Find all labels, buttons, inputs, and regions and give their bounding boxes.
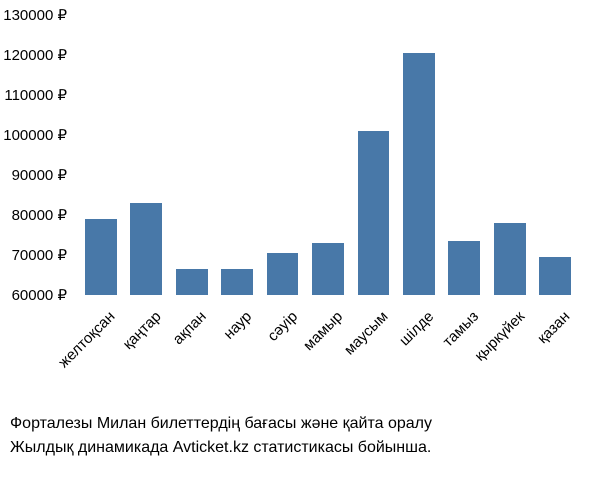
x-axis-label: қаңтар xyxy=(119,308,164,353)
chart-caption: Форталезы Милан билеттердің бағасы және … xyxy=(10,412,590,460)
plot-area xyxy=(78,15,578,295)
bar xyxy=(448,241,480,295)
y-axis-label: 120000 ₽ xyxy=(3,46,67,64)
bar xyxy=(358,131,390,295)
x-axis-label: мамыр xyxy=(300,308,346,354)
bar xyxy=(221,269,253,295)
x-axis-label: сәуір xyxy=(264,308,301,345)
caption-line-1: Форталезы Милан билеттердің бағасы және … xyxy=(10,412,590,436)
bar xyxy=(494,223,526,295)
caption-line-2: Жылдық динамикада Avticket.kz статистика… xyxy=(10,436,590,460)
bar xyxy=(312,243,344,295)
y-axis: 60000 ₽70000 ₽80000 ₽90000 ₽100000 ₽1100… xyxy=(0,15,75,295)
bar xyxy=(403,53,435,295)
x-axis-label: шілде xyxy=(396,308,437,349)
y-axis-label: 110000 ₽ xyxy=(4,86,67,104)
x-axis: желтоқсанқаңтарақпаннаурсәуірмамырмаусым… xyxy=(78,300,578,410)
y-axis-label: 100000 ₽ xyxy=(3,126,67,144)
bar xyxy=(130,203,162,295)
x-axis-label: қыркүйек xyxy=(471,308,528,365)
x-axis-label: қазан xyxy=(534,308,573,347)
chart-area xyxy=(78,15,578,295)
x-axis-label: тамыз xyxy=(440,308,482,350)
y-axis-label: 70000 ₽ xyxy=(12,246,67,264)
y-axis-label: 60000 ₽ xyxy=(12,286,67,304)
bar xyxy=(267,253,299,295)
y-axis-label: 90000 ₽ xyxy=(12,166,67,184)
bar xyxy=(85,219,117,295)
y-axis-label: 130000 ₽ xyxy=(3,6,67,24)
bar xyxy=(176,269,208,295)
x-axis-label: наур xyxy=(220,308,255,343)
x-axis-label: желтоқсан xyxy=(56,308,119,371)
y-axis-label: 80000 ₽ xyxy=(12,206,67,224)
x-axis-label: ақпан xyxy=(170,308,210,348)
bar xyxy=(539,257,571,295)
x-axis-label: маусым xyxy=(341,308,392,359)
